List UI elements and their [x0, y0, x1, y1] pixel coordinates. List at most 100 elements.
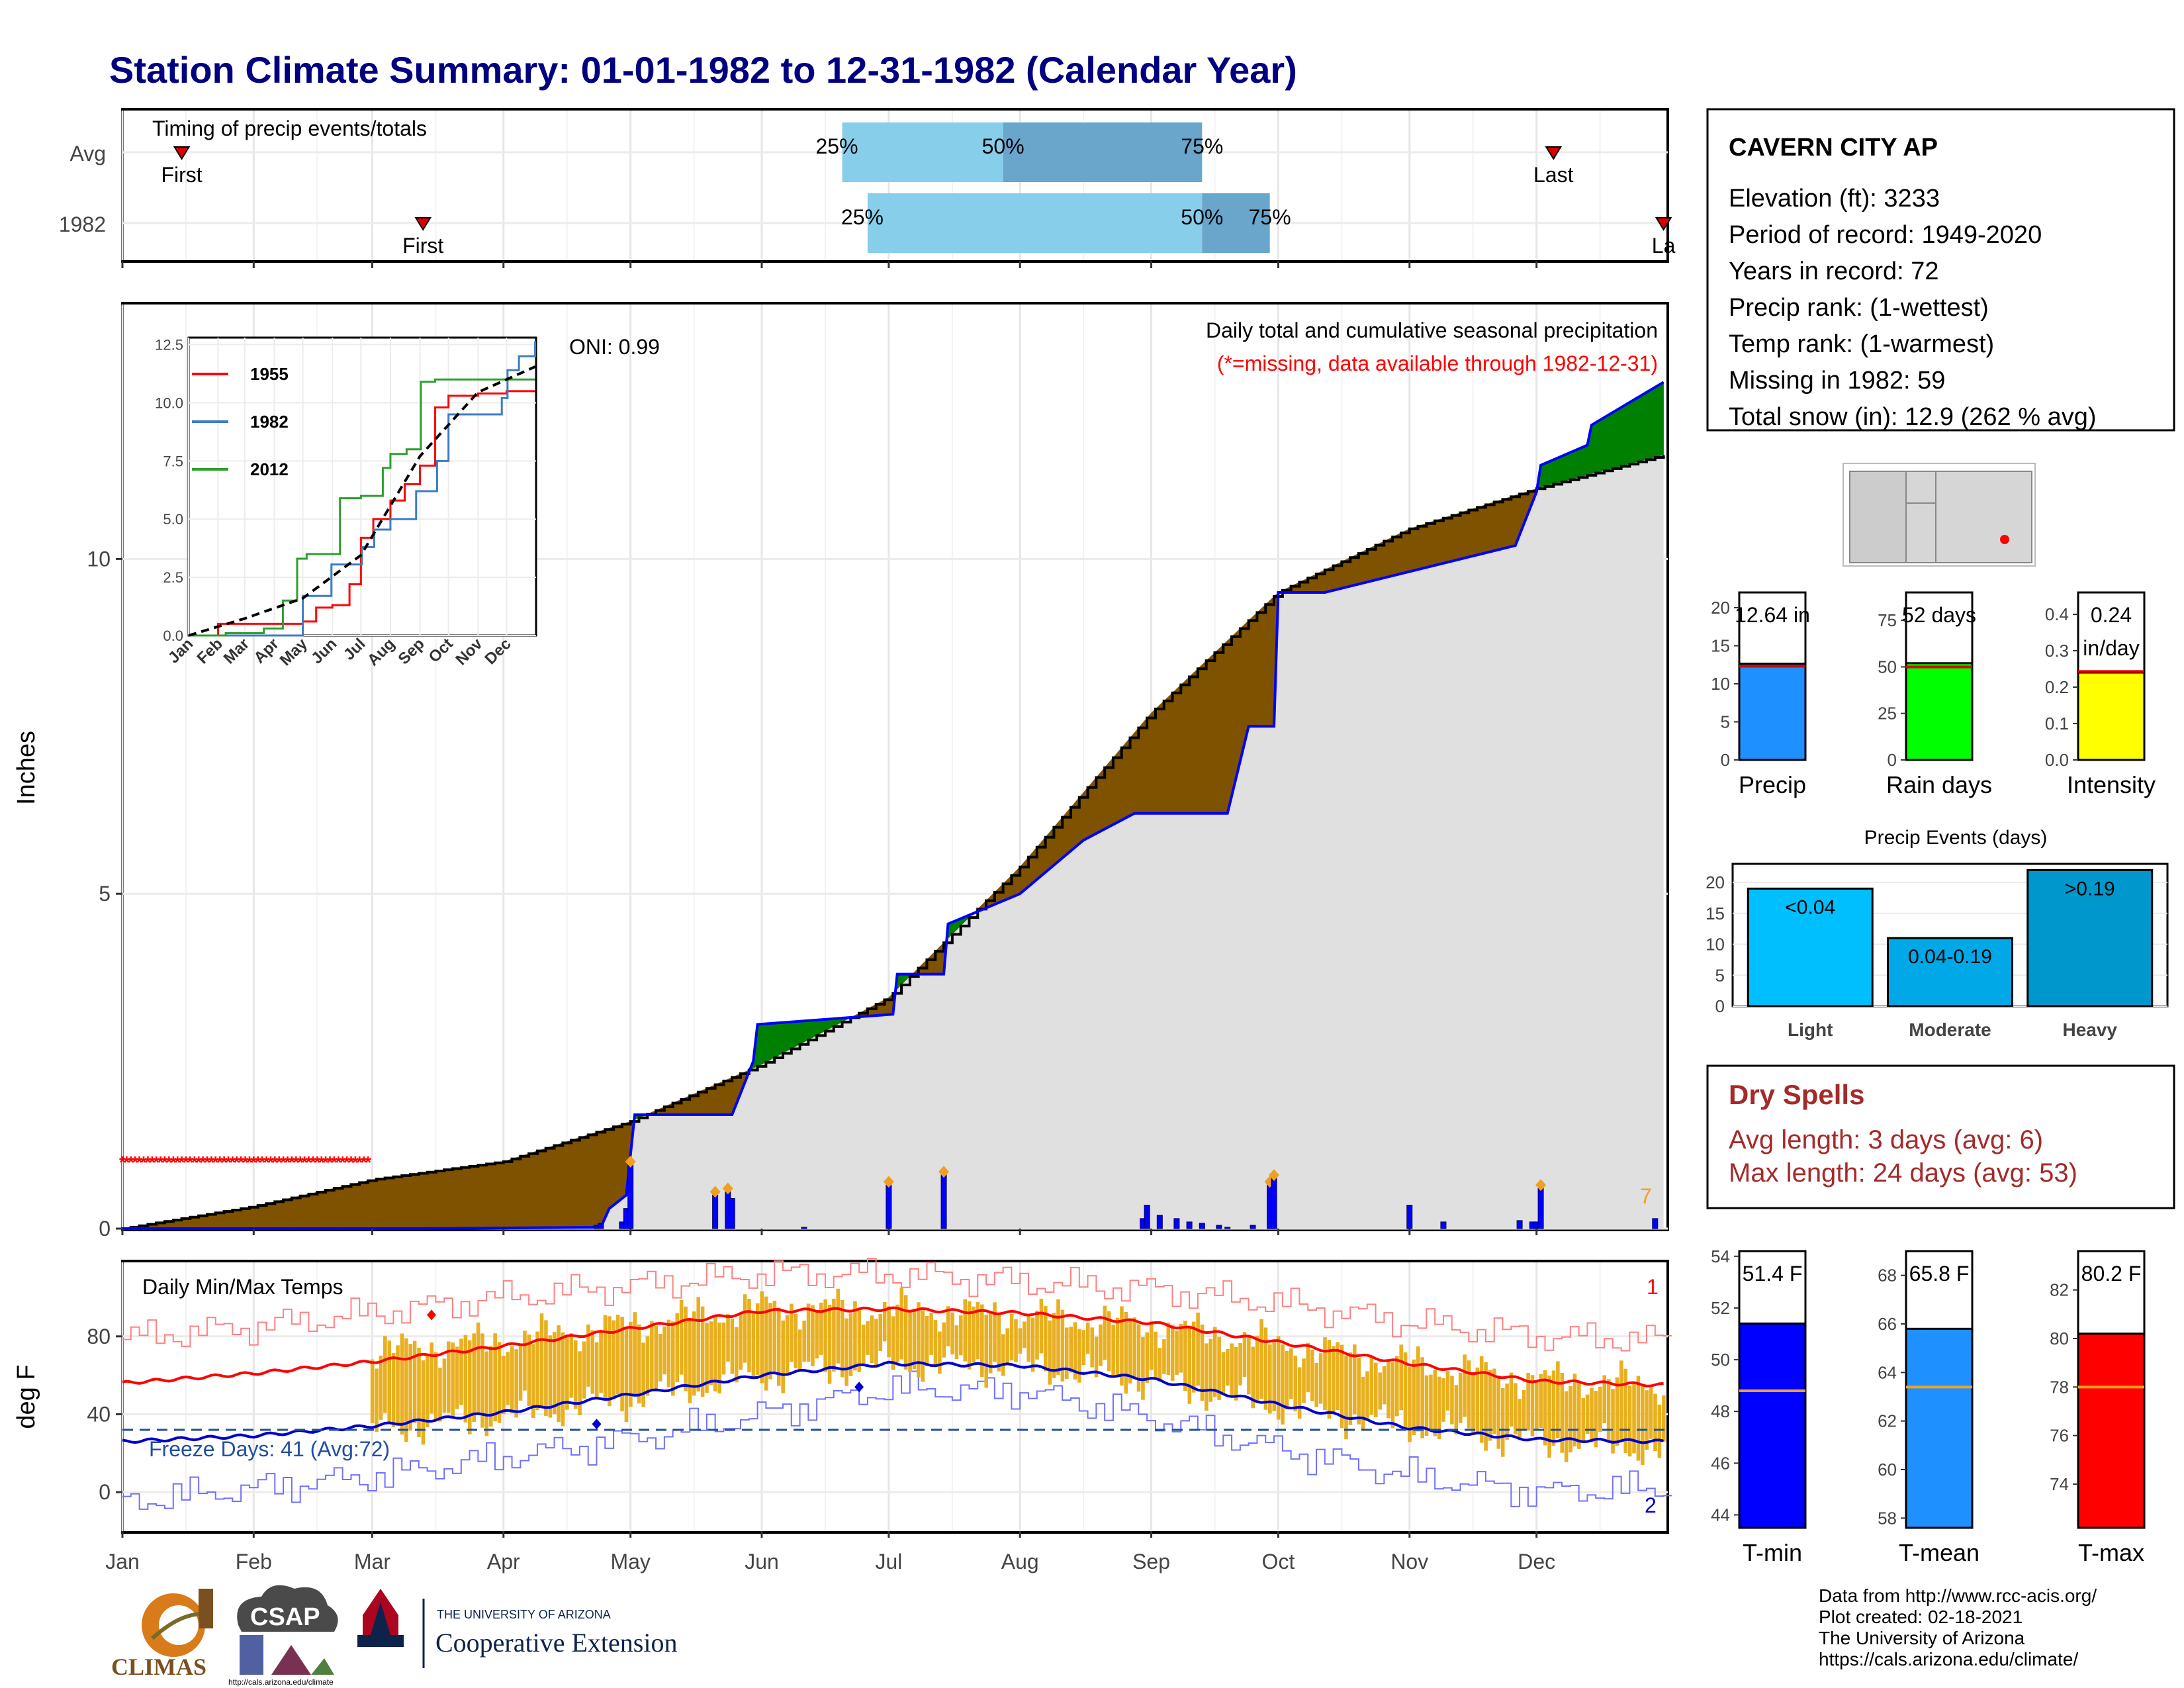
daily-temp-bar [666, 1319, 671, 1387]
events-category-label: Light [1788, 1019, 1833, 1040]
daily-temp-bar [1424, 1375, 1429, 1436]
below-average-area [520, 1154, 525, 1229]
missing-day-marker: * [365, 1152, 372, 1172]
daily-temp-bar [1141, 1336, 1145, 1400]
below-average-area [1163, 696, 1169, 814]
missing-day-marker: * [208, 1152, 215, 1172]
record-high-line [122, 1258, 1672, 1352]
below-average-area [245, 1207, 250, 1229]
daily-temp-bar [502, 1356, 506, 1415]
below-average-area [1206, 656, 1211, 814]
daily-temp-bar [963, 1299, 968, 1362]
daily-temp-bar [573, 1340, 578, 1409]
daily-temp-bar [954, 1325, 959, 1360]
daily-temp-bar [1107, 1311, 1111, 1372]
daily-temp-bar [1268, 1344, 1272, 1414]
first-marker [414, 217, 432, 231]
daily-temp-bar [1293, 1355, 1298, 1412]
daily-temp-bar [1009, 1313, 1014, 1361]
daily-temp-bar [743, 1294, 747, 1363]
daily-temp-bar [794, 1313, 798, 1368]
below-average-area [1176, 684, 1181, 814]
events-bar [1887, 937, 2013, 1008]
missing-day-marker: * [361, 1152, 368, 1172]
above-average-area [1621, 404, 1626, 467]
daily-temp-bar [891, 1316, 895, 1370]
daily-temp-bar [1094, 1336, 1099, 1378]
precip-marks: ****************************************… [87, 381, 1665, 1241]
first-marker-label: First [402, 234, 443, 258]
daily-temp-bar [1569, 1385, 1572, 1453]
daily-precip-bar [1537, 1188, 1544, 1229]
below-average-area [1155, 704, 1160, 814]
missing-day-marker: * [183, 1152, 190, 1172]
daily-temp-bar [1382, 1366, 1387, 1405]
below-average-area [461, 1166, 466, 1229]
daily-temp-bar [1581, 1397, 1586, 1442]
daily-temp-bar [1387, 1359, 1390, 1419]
daily-temp-bar [1594, 1391, 1598, 1448]
daily-temp-bar [1162, 1339, 1166, 1374]
below-average-area [503, 1160, 508, 1229]
missing-day-marker: * [343, 1152, 351, 1172]
daily-temp-bar [658, 1334, 662, 1382]
daily-temp-bar [1378, 1372, 1382, 1410]
last-marker-label: Last [1533, 163, 1574, 187]
daily-temp-bar [1205, 1343, 1208, 1411]
daily-temp-bar [1187, 1327, 1192, 1404]
above-average-area [761, 1023, 766, 1065]
below-average-area [1388, 536, 1393, 577]
footer-line: https://cals.arizona.edu/climate/ [1819, 1649, 2078, 1669]
daily-temp-bar [1005, 1328, 1010, 1366]
summary-category-label: Precip [1739, 771, 1806, 798]
daily-temp-bar [629, 1321, 633, 1407]
below-average-area [338, 1186, 343, 1229]
daily-temp-bar [887, 1306, 891, 1358]
daily-temp-bar [730, 1318, 735, 1374]
quartile-label-75: 75% [1249, 205, 1291, 229]
ua-big-text: Cooperative Extension [435, 1628, 677, 1658]
missing-day-marker: * [128, 1152, 135, 1172]
daily-temp-bar [1649, 1387, 1653, 1439]
daily-temp-bar [1471, 1374, 1475, 1435]
above-average-area [1659, 381, 1664, 457]
missing-day-marker: * [161, 1152, 169, 1172]
daily-temp-bar [1289, 1348, 1293, 1399]
daily-temp-bar [1035, 1310, 1039, 1360]
daily-temp-bar [1526, 1373, 1530, 1431]
daily-temp-bar [811, 1305, 815, 1366]
below-average-area [410, 1173, 415, 1229]
daily-temp-bar [735, 1327, 739, 1383]
daily-temp-bar [899, 1287, 904, 1360]
summary-y-tick-label: 66 [1878, 1314, 1897, 1334]
daily-temp-bar [1242, 1332, 1247, 1378]
daily-temp-bar [1234, 1347, 1238, 1401]
daily-temp-bar [548, 1335, 553, 1418]
daily-temp-bar [1399, 1344, 1403, 1411]
station-line: Total snow (in): 12.9 (262 % avg) [1729, 403, 2097, 431]
daily-temp-bar [438, 1368, 442, 1422]
daily-precip-bar [1156, 1215, 1163, 1229]
station-line: Temp rank: (1-warmest) [1729, 330, 1994, 358]
daily-temp-bar [739, 1313, 743, 1370]
daily-temp-bar [645, 1336, 650, 1396]
below-average-area [1197, 664, 1203, 814]
daily-temp-bar [823, 1299, 827, 1372]
oni-label: ONI: 0.99 [569, 335, 660, 359]
daily-temp-bar [1441, 1378, 1445, 1422]
below-average-area [1231, 632, 1236, 796]
missing-day-marker: * [271, 1152, 279, 1172]
daily-precip-bar [1406, 1205, 1413, 1229]
above-average-area [1612, 409, 1617, 469]
daily-temp-bar [1437, 1376, 1441, 1439]
daily-temp-bar [696, 1297, 701, 1392]
inset-y-tick-label: 10.0 [155, 395, 183, 411]
summary-y-tick-label: 46 [1711, 1453, 1730, 1473]
daily-temp-bar [1077, 1329, 1081, 1383]
daily-max-marker [722, 1182, 733, 1195]
daily-temp-bar [1332, 1346, 1336, 1413]
daily-temp-bar [870, 1315, 874, 1364]
daily-temp-bar [1551, 1370, 1556, 1446]
daily-temp-bar [1572, 1374, 1577, 1447]
summary-bar [1905, 662, 1974, 761]
